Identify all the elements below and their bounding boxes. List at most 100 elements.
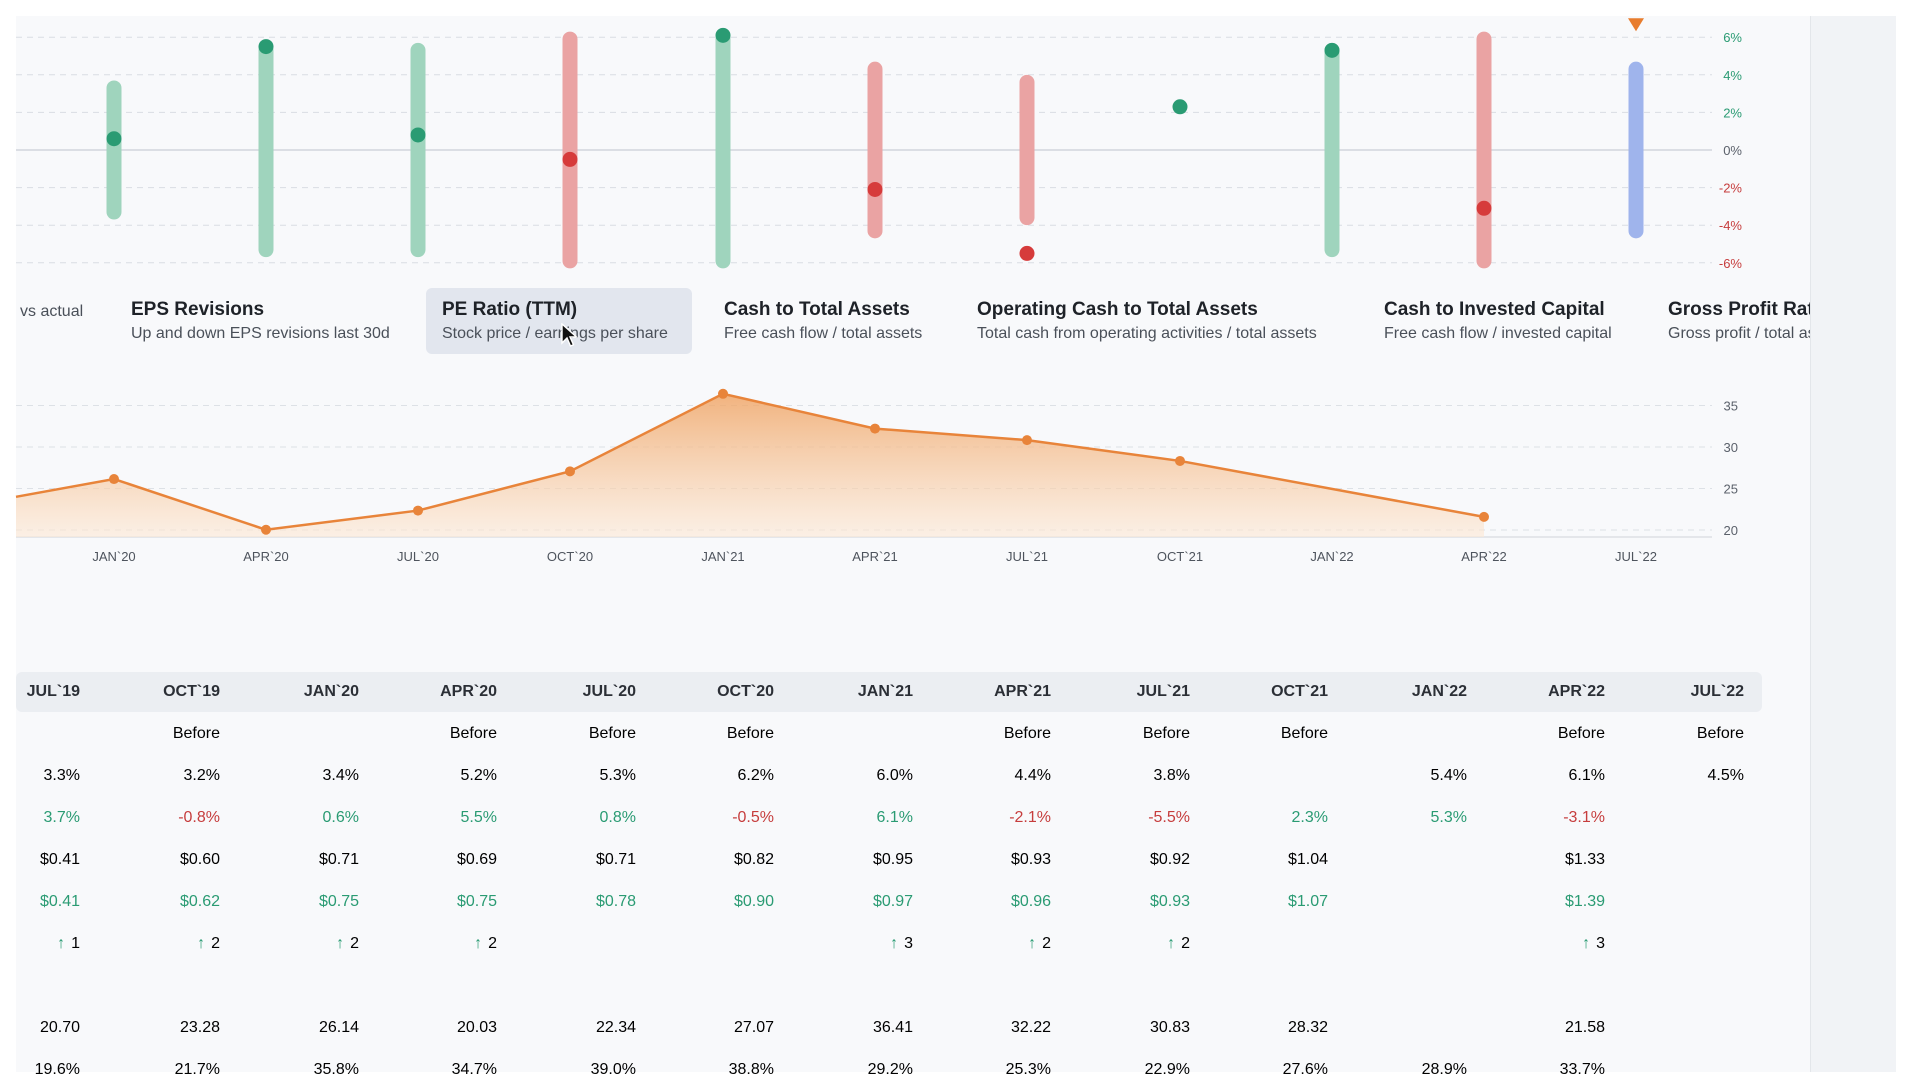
x-tick-label: JAN`22 xyxy=(1310,549,1353,564)
metric-card-6[interactable]: Gross Profit Ratio Gross profit / total a… xyxy=(1652,288,1810,354)
table-header-cell: JAN`20 xyxy=(303,683,359,700)
table-cell: $0.93 xyxy=(1149,893,1190,910)
x-tick-label: JUL`22 xyxy=(1615,549,1657,564)
table-cell: 32.22 xyxy=(1010,1019,1051,1036)
table-header-row: JUL`19 OCT`19 JAN`20 APR`20 JUL`20 OCT`20 JAN`… xyxy=(16,672,1762,712)
y-tick-label: 20 xyxy=(1724,523,1738,538)
data-point xyxy=(261,524,271,535)
table-cell: 27.07 xyxy=(733,1019,774,1036)
table-cell: 6.1% xyxy=(876,809,913,826)
revision-count: 2 xyxy=(1181,935,1190,952)
metric-card-1[interactable]: EPS Revisions Up and down EPS revisions l… xyxy=(115,288,415,354)
table-cell: 5.2% xyxy=(460,767,497,784)
table-cell: 3.4% xyxy=(322,767,359,784)
metric-card-5[interactable]: Cash to Invested Capital Free cash flow /… xyxy=(1368,288,1638,354)
table-cell: 26.14 xyxy=(318,1019,359,1036)
metric-card-0[interactable]: vs actual xyxy=(4,288,109,354)
y-tick-label: -4% xyxy=(1719,218,1743,233)
metric-card-title: Cash to Total Assets xyxy=(724,299,910,320)
up-arrow-icon: ↑ xyxy=(1167,935,1176,952)
table-cell: 34.7% xyxy=(451,1061,497,1078)
table-cell: 30.83 xyxy=(1149,1019,1190,1036)
table-cell: 3.8% xyxy=(1153,767,1190,784)
revision-count: 2 xyxy=(488,935,497,952)
y-tick-label: 25 xyxy=(1724,482,1738,497)
table-cell: 0.6% xyxy=(322,809,359,826)
table-cell: $0.41 xyxy=(39,851,80,868)
table-cell: 28.9% xyxy=(1421,1061,1467,1078)
up-arrow-icon: ↑ xyxy=(336,935,345,952)
table-cell: 6.1% xyxy=(1568,767,1605,784)
y-tick-label: -2% xyxy=(1719,181,1743,196)
metric-card-subtitle: Gross profit / total assets xyxy=(1668,325,1810,342)
table-cell: -2.1% xyxy=(1009,809,1051,826)
table-cell: ↑ 2 xyxy=(931,934,1051,954)
x-tick-label: APR`22 xyxy=(1461,549,1507,564)
table-cell: 28.32 xyxy=(1287,1019,1328,1036)
metric-card-title: Cash to Invested Capital xyxy=(1384,299,1605,320)
y-tick-label: 35 xyxy=(1724,399,1738,414)
up-arrow-icon: ↑ xyxy=(890,935,899,952)
data-point xyxy=(1476,200,1492,216)
data-point xyxy=(410,127,426,143)
up-arrow-icon: ↑ xyxy=(474,935,483,952)
metric-card-title: Gross Profit Ratio xyxy=(1668,299,1810,320)
table-cell: 29.2% xyxy=(867,1061,913,1078)
data-point xyxy=(1172,99,1188,115)
table-cell: 5.3% xyxy=(599,767,636,784)
revision-count: 3 xyxy=(1596,935,1605,952)
table-header-cell: APR`22 xyxy=(1548,683,1605,700)
table-cell: $0.62 xyxy=(179,893,220,910)
table-cell: 5.5% xyxy=(460,809,497,826)
data-point xyxy=(867,181,883,197)
table-cell: Before xyxy=(588,725,636,742)
metric-card-title: Operating Cash to Total Assets xyxy=(977,299,1258,320)
main-panel xyxy=(16,16,1810,1072)
metric-card-title: PE Ratio (TTM) xyxy=(442,299,578,320)
table-cell: 19.6% xyxy=(34,1061,80,1078)
table-cell: Before xyxy=(726,725,774,742)
table-cell: ↑ 3 xyxy=(793,934,913,954)
metric-card-4[interactable]: Operating Cash to Total Assets Total cash… xyxy=(961,288,1361,354)
table-header-cell: OCT`21 xyxy=(1271,683,1328,700)
table-cell: 39.0% xyxy=(590,1061,636,1078)
table-cell: 4.5% xyxy=(1707,767,1744,784)
table-cell: 27.6% xyxy=(1282,1061,1328,1078)
table-header-cell: JAN`22 xyxy=(1411,683,1467,700)
table-header-cell: APR`20 xyxy=(440,683,497,700)
table-cell: $0.78 xyxy=(595,893,636,910)
table-header-cell: APR`21 xyxy=(994,683,1051,700)
table-header-cell: OCT`19 xyxy=(163,683,220,700)
metric-card-3[interactable]: Cash to Total Assets Free cash flow / tot… xyxy=(708,288,948,354)
table-cell: ↑ 2 xyxy=(100,934,220,954)
table-cell: 2.3% xyxy=(1291,809,1328,826)
table-header-cell: JUL`19 xyxy=(26,683,80,700)
x-tick-label: JUL`21 xyxy=(1006,549,1048,564)
y-tick-label: 0% xyxy=(1723,143,1742,158)
metric-card-2[interactable]: PE Ratio (TTM) Stock price / earnings per… xyxy=(426,288,692,354)
data-point xyxy=(413,505,423,516)
data-point xyxy=(1324,42,1340,58)
table-cell: $0.69 xyxy=(456,851,497,868)
table-cell: 3.7% xyxy=(43,809,80,826)
table-cell: 3.3% xyxy=(43,767,80,784)
up-arrow-icon: ↑ xyxy=(57,935,66,952)
data-point xyxy=(1022,435,1032,446)
data-point xyxy=(562,151,578,167)
table-cell: $0.92 xyxy=(1149,851,1190,868)
table-cell: $1.07 xyxy=(1287,893,1328,910)
data-point xyxy=(565,466,575,477)
table-cell: 38.8% xyxy=(728,1061,774,1078)
table-cell: $1.33 xyxy=(1564,851,1605,868)
mouse-cursor-icon xyxy=(561,323,579,347)
table-header-cell: JUL`21 xyxy=(1136,683,1190,700)
metric-card-subtitle: Total cash from operating activities / t… xyxy=(977,325,1317,342)
table-cell: Before xyxy=(1696,725,1744,742)
up-arrow-icon: ↑ xyxy=(1028,935,1037,952)
data-point xyxy=(870,423,880,434)
table-cell: 21.58 xyxy=(1564,1019,1605,1036)
table-cell: ↑ 1 xyxy=(0,934,80,954)
table-cell: 5.4% xyxy=(1430,767,1467,784)
table-cell: $0.97 xyxy=(872,893,913,910)
table-cell: Before xyxy=(1142,725,1190,742)
